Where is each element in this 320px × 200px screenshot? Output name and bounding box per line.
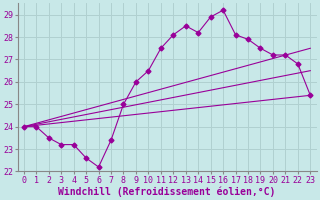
X-axis label: Windchill (Refroidissement éolien,°C): Windchill (Refroidissement éolien,°C)	[58, 186, 276, 197]
